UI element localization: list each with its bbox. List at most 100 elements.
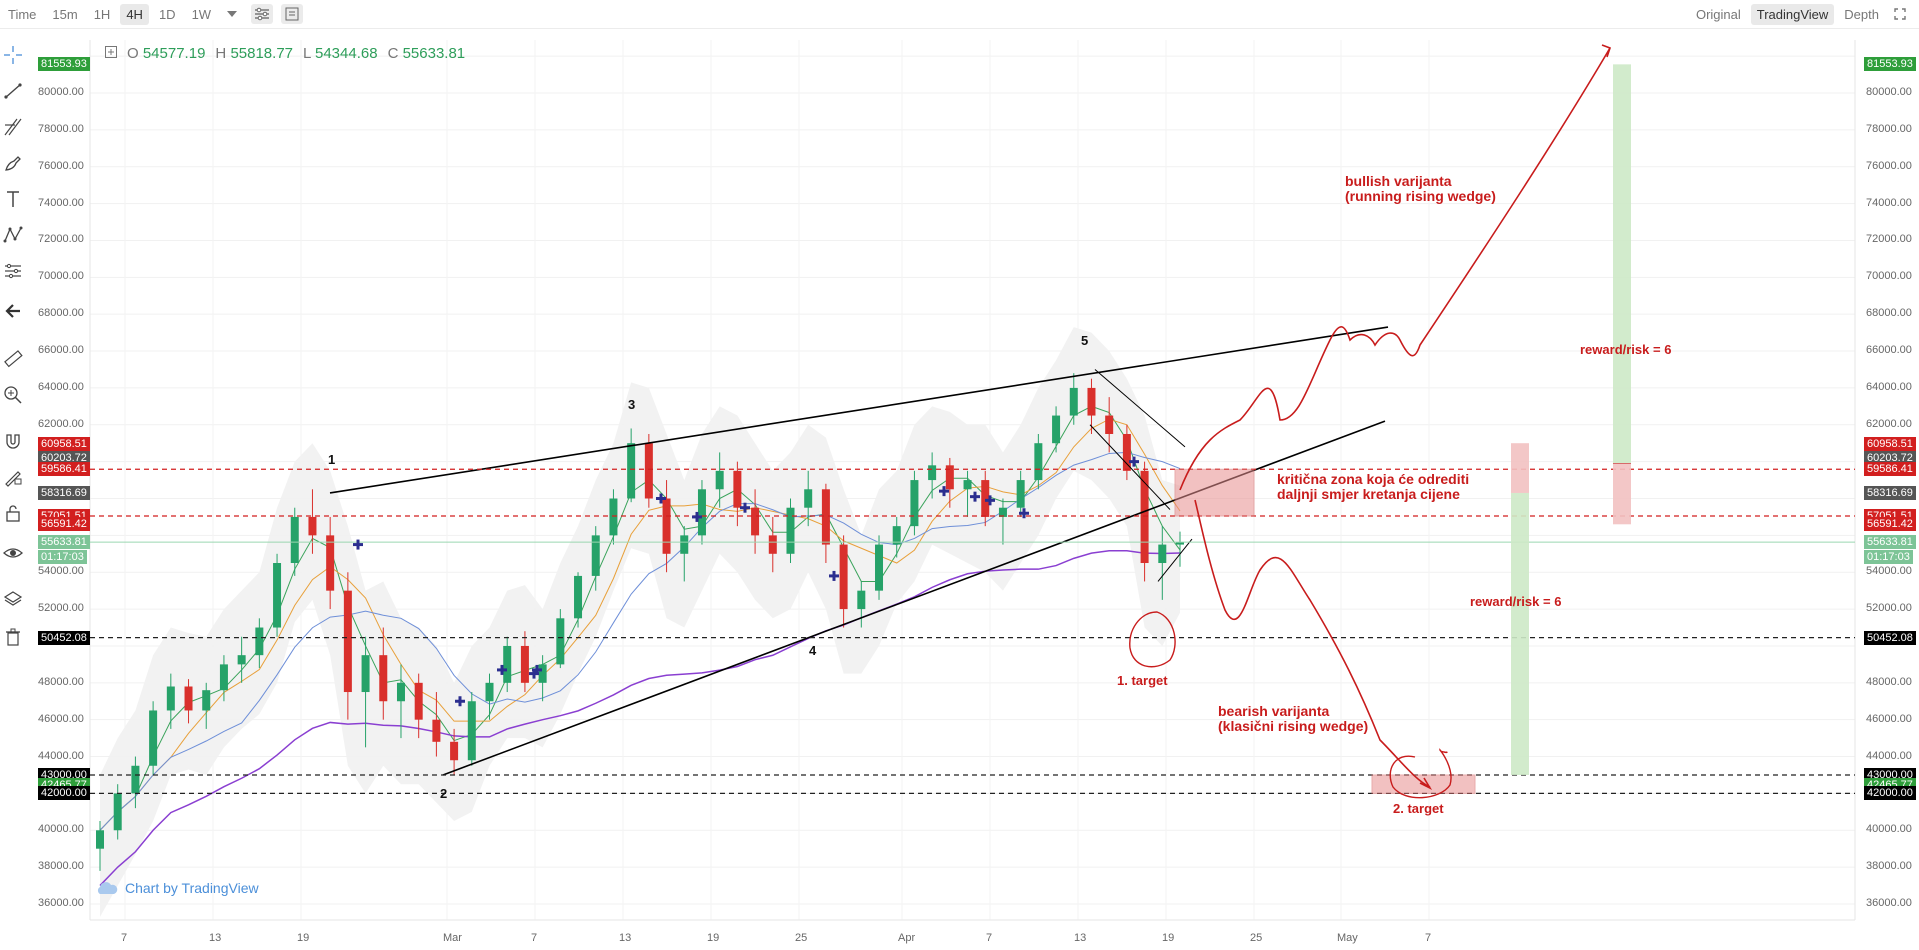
candle [432, 719, 441, 742]
price-tag-left: 56591.42 [38, 517, 90, 532]
x-tick-label: 7 [1425, 932, 1432, 944]
price-tag-right: 81553.93 [1864, 57, 1916, 72]
text-icon[interactable] [0, 186, 26, 212]
candle [680, 535, 689, 554]
view-switcher: Original TradingView Depth [1690, 0, 1919, 28]
ma-long-line [99, 550, 1181, 887]
risk-zone-mid [1511, 443, 1529, 493]
ruler-icon[interactable] [0, 346, 26, 372]
candle [450, 741, 459, 761]
lock-drawing-icon[interactable] [0, 464, 26, 490]
y-tick-label-left: 66000.00 [38, 344, 84, 357]
bullish-line-2: (running rising wedge) [1345, 188, 1496, 204]
interval-1d[interactable]: 1D [158, 6, 176, 22]
chart-properties-icon[interactable] [281, 4, 304, 24]
measure-icon[interactable] [0, 258, 26, 284]
reward-zone-top [1613, 64, 1631, 464]
y-tick-label-right: 40000.00 [1866, 823, 1912, 836]
lock-icon[interactable] [0, 500, 26, 526]
candle [485, 682, 494, 702]
candle [326, 535, 335, 591]
indicators-settings-icon[interactable] [251, 4, 274, 24]
legend-expand-icon[interactable] [105, 45, 117, 62]
interval-4h[interactable]: 4H [120, 3, 149, 25]
wave-label-1: 1 [328, 452, 336, 467]
view-tradingview[interactable]: TradingView [1750, 3, 1835, 25]
price-tag-left: 60203.72 [38, 450, 90, 465]
y-tick-label-left: 70000.00 [38, 270, 84, 283]
bullish-arrowhead [1601, 44, 1612, 58]
y-tick-label-right: 78000.00 [1866, 122, 1912, 135]
bearish-line-2: (klasični rising wedge) [1218, 718, 1369, 734]
candle [202, 690, 211, 711]
cloud-logo-icon [97, 882, 118, 894]
channel-line-b [1089, 424, 1171, 510]
y-tick-label-left: 62000.00 [38, 417, 84, 430]
y-tick-label-left: 68000.00 [38, 307, 84, 320]
wedge-upper-line [329, 326, 1389, 494]
candle [751, 507, 760, 536]
target-2-circle [1389, 748, 1452, 799]
candle [308, 516, 317, 536]
price-tag-right: 56591.42 [1864, 517, 1916, 532]
interval-1h[interactable]: 1H [93, 6, 111, 22]
candle [875, 544, 884, 591]
candle [627, 443, 636, 499]
candle [963, 480, 972, 490]
price-tag-left: 50452.08 [38, 630, 90, 645]
fib-icon[interactable] [0, 114, 26, 140]
time-button[interactable]: Time [8, 6, 37, 22]
bullish-path [1179, 47, 1611, 491]
channel-line-c [1157, 538, 1193, 582]
view-original[interactable]: Original [1695, 6, 1741, 22]
crosshair-icon[interactable] [0, 42, 26, 68]
trend-line-icon[interactable] [0, 78, 26, 104]
y-tick-label-left: 44000.00 [38, 749, 84, 762]
x-tick-label: 13 [619, 932, 632, 944]
view-depth[interactable]: Depth [1844, 6, 1879, 22]
target-1-circle [1129, 611, 1176, 668]
layers-icon[interactable] [0, 586, 26, 612]
x-tick-label: 19 [707, 932, 720, 944]
back-arrow-icon[interactable] [0, 298, 26, 324]
signal-marker [1129, 456, 1139, 467]
candle [574, 575, 583, 619]
tradingview-watermark[interactable]: Chart by TradingView [95, 880, 259, 896]
interval-1w[interactable]: 1W [191, 6, 212, 22]
y-tick-label-left: 46000.00 [38, 712, 84, 725]
interval-15m[interactable]: 15m [52, 6, 78, 22]
candle [520, 645, 529, 683]
signal-marker [939, 486, 949, 497]
fullscreen-icon[interactable] [1889, 4, 1911, 24]
y-tick-label-left: 36000.00 [38, 897, 84, 909]
brush-icon[interactable] [0, 150, 26, 176]
magnet-icon[interactable] [0, 428, 26, 454]
candle [804, 489, 813, 508]
wave-label-2: 2 [440, 786, 448, 801]
critical-zone-annotation: kritična zona koja će odrediti daljnji s… [1277, 472, 1469, 502]
zoom-in-icon[interactable] [0, 382, 26, 408]
drawing-toolbar [0, 30, 26, 950]
eye-icon[interactable] [0, 540, 26, 566]
volatility-band [100, 327, 1180, 917]
signal-marker [985, 495, 995, 506]
candle [591, 535, 600, 576]
price-tag-left: 55633.81 [38, 535, 90, 550]
trash-icon[interactable] [0, 624, 26, 650]
candle [821, 489, 830, 545]
signal-marker [692, 511, 702, 522]
open-label: O [127, 45, 139, 62]
candle [857, 590, 866, 610]
candle [96, 830, 104, 849]
more-intervals-caret-icon[interactable] [221, 4, 243, 24]
x-tick-label: 25 [1250, 932, 1263, 944]
close-label: C [387, 45, 399, 62]
x-tick-label: 7 [986, 932, 993, 944]
pattern-icon[interactable] [0, 222, 26, 248]
candle [768, 535, 777, 554]
y-tick-label-left: 64000.00 [38, 380, 84, 393]
y-tick-label-left: 72000.00 [38, 233, 84, 246]
price-tag-left: 01:17:03 [38, 549, 87, 564]
candle [361, 655, 370, 693]
